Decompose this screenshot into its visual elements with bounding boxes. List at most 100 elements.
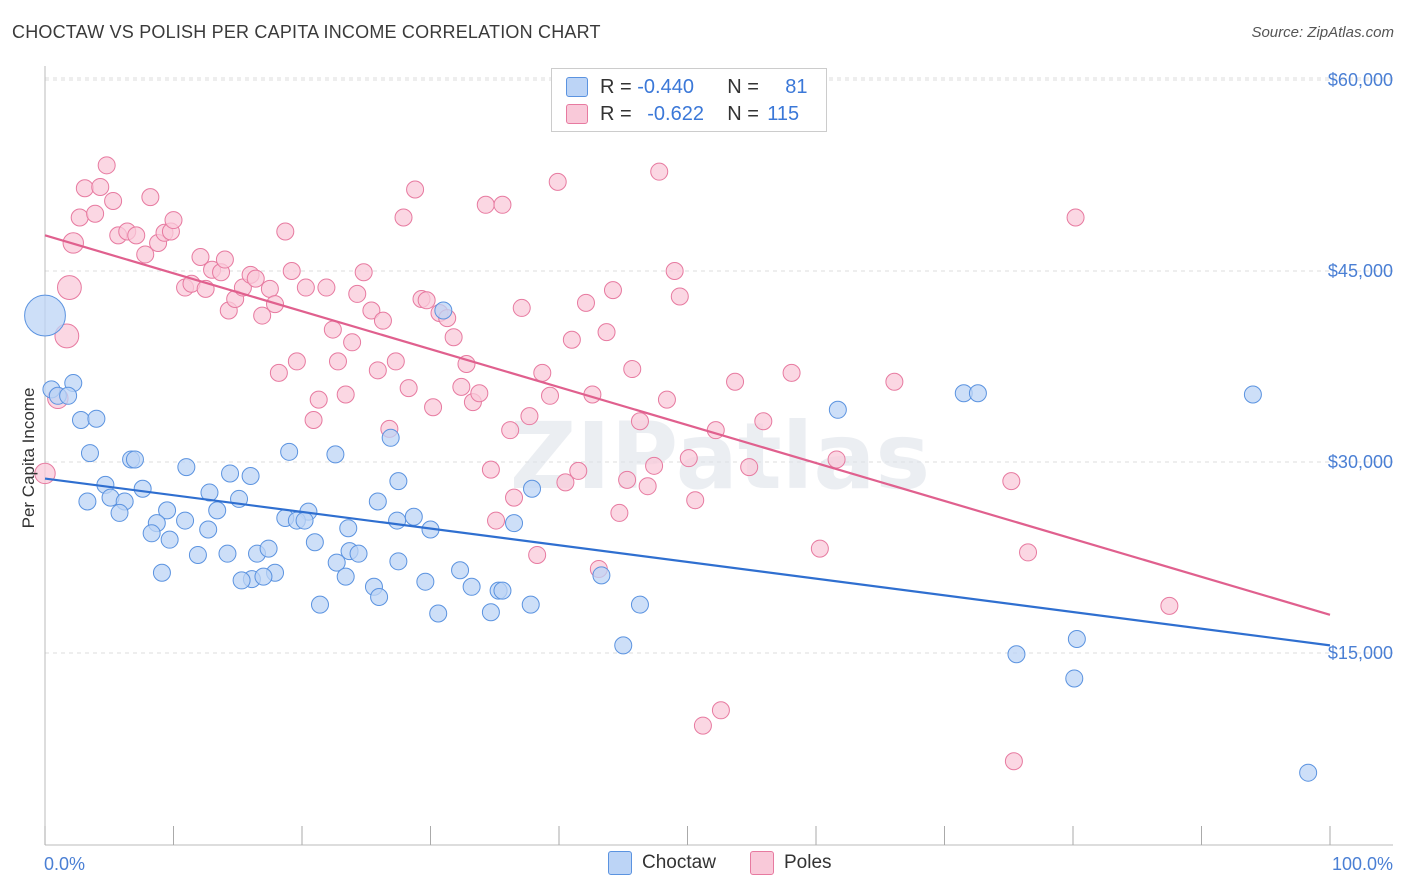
choctaw-point <box>336 567 355 586</box>
x-tick-label-max: 100.0% <box>1332 854 1393 874</box>
poles-point <box>670 287 689 306</box>
poles-point <box>576 293 595 312</box>
x-tick-label-min: 0.0% <box>44 854 85 874</box>
choctaw-point <box>968 384 987 403</box>
legend-row-poles: R = -0.622 N = 115 <box>566 101 799 127</box>
choctaw-point <box>259 539 278 558</box>
choctaw-point <box>614 636 633 655</box>
legend-n-value: 115 <box>767 102 800 125</box>
poles-point <box>424 398 443 417</box>
choctaw-point <box>71 410 90 429</box>
poles-point <box>253 306 272 325</box>
choctaw-point <box>368 492 387 511</box>
choctaw-point <box>24 294 66 337</box>
source-label: Source: ZipAtlas.com <box>1251 24 1394 41</box>
poles-point <box>476 195 495 214</box>
poles-point <box>623 360 642 379</box>
poles-point <box>493 195 512 214</box>
bottom-legend-label: Poles <box>784 852 832 873</box>
choctaw-point <box>200 483 219 502</box>
chart-title: CHOCTAW VS POLISH PER CAPITA INCOME CORR… <box>12 22 601 42</box>
poles-point <box>136 245 155 264</box>
legend-n-label: N = <box>727 102 765 125</box>
poles-point <box>665 262 684 280</box>
y-tick-label: $60,000 <box>1328 70 1393 90</box>
choctaw-point <box>59 386 78 405</box>
legend-r-label: R = <box>600 75 638 98</box>
bottom-legend-poles: Poles <box>750 851 832 875</box>
poles-point <box>276 222 295 241</box>
poles-point <box>618 470 637 489</box>
y-tick-label: $45,000 <box>1328 261 1393 281</box>
choctaw-point <box>429 604 448 623</box>
poles-point <box>740 458 759 477</box>
choctaw-point <box>404 507 423 526</box>
legend-n-value: 81 <box>785 75 808 98</box>
poles-point <box>505 488 524 507</box>
choctaw-point <box>87 409 106 428</box>
poles-point <box>603 281 622 300</box>
choctaw-point <box>177 458 196 477</box>
poles-point <box>75 179 94 198</box>
poles-point <box>693 716 712 735</box>
choctaw-point <box>158 501 177 520</box>
choctaw-point <box>592 566 611 585</box>
choctaw-legend-swatch <box>608 851 632 875</box>
choctaw-point <box>110 503 129 522</box>
choctaw-point <box>349 544 368 563</box>
poles-point <box>104 191 123 210</box>
poles-point <box>91 177 110 196</box>
poles-point <box>679 449 698 468</box>
poles-point <box>650 162 669 181</box>
poles-point <box>810 539 829 558</box>
poles-point <box>328 352 347 371</box>
poles-point <box>556 473 575 492</box>
poles-point <box>512 298 531 317</box>
poles-point <box>343 333 362 352</box>
y-tick-labels: $15,000 $30,000 $45,000 $60,000 <box>1328 70 1393 663</box>
poles-point <box>368 361 387 380</box>
correlation-legend: R = -0.440 N = 81 R = -0.622 N = 115 <box>551 68 827 132</box>
choctaw-point <box>462 577 481 596</box>
poles-trend-line <box>44 234 1331 616</box>
watermark: ZIPatlas <box>510 403 930 510</box>
y-tick-label: $30,000 <box>1328 452 1393 472</box>
choctaw-point <box>630 595 649 614</box>
choctaw-point <box>1243 385 1262 404</box>
poles-point <box>630 412 649 431</box>
poles-point <box>481 460 500 479</box>
poles-point <box>348 284 367 303</box>
poles-point <box>54 323 80 349</box>
poles-point <box>686 491 705 510</box>
poles-point <box>533 363 552 382</box>
choctaw-point <box>505 514 524 533</box>
choctaw-series <box>24 294 1318 782</box>
choctaw-point <box>481 603 500 622</box>
legend-r-value: -0.440 <box>637 75 694 98</box>
choctaw-point <box>370 587 389 606</box>
poles-point <box>569 461 588 480</box>
poles-point <box>323 320 342 339</box>
poles-point <box>645 456 664 475</box>
poles-point <box>1004 752 1023 771</box>
trend-lines <box>44 234 1331 647</box>
poles-point <box>610 503 629 522</box>
choctaw-point <box>451 561 470 580</box>
poles-point <box>215 250 234 269</box>
poles-point <box>457 354 476 373</box>
poles-point <box>164 211 183 230</box>
poles-point <box>399 379 418 398</box>
poles-point <box>57 275 82 300</box>
poles-point <box>657 390 676 409</box>
choctaw-point <box>388 511 407 530</box>
choctaw-point <box>232 571 251 590</box>
poles-point <box>86 204 105 223</box>
poles-point <box>354 263 373 282</box>
poles-point <box>417 291 436 310</box>
choctaw-point <box>160 530 179 549</box>
poles-point <box>336 385 355 404</box>
poles-point <box>782 363 801 382</box>
choctaw-point <box>828 400 847 419</box>
choctaw-point <box>416 572 435 591</box>
